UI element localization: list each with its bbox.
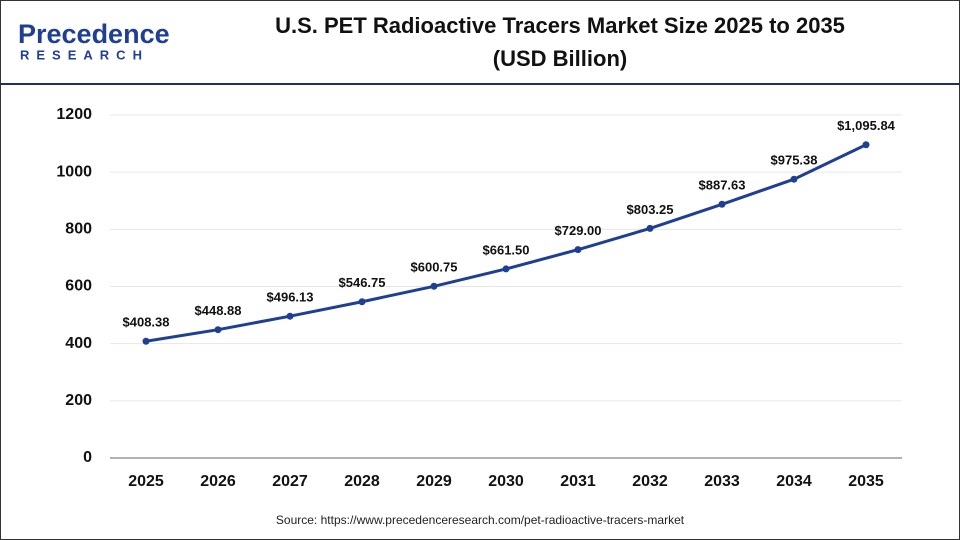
x-tick-label: 2025	[128, 473, 164, 490]
y-tick-label: 1200	[56, 106, 92, 123]
value-label: $546.75	[339, 275, 386, 290]
value-label: $975.38	[771, 153, 818, 168]
chart-title: U.S. PET Radioactive Tracers Market Size…	[275, 13, 845, 38]
point	[358, 298, 366, 306]
x-tick-label: 2031	[560, 473, 596, 490]
point	[646, 224, 654, 232]
y-tick-label: 600	[65, 278, 92, 295]
value-label: $600.75	[411, 260, 458, 275]
x-tick-label: 2033	[704, 473, 740, 490]
point	[214, 326, 222, 334]
y-tick-label: 0	[83, 449, 92, 466]
value-label: $729.00	[555, 223, 602, 238]
point	[430, 282, 438, 290]
point	[502, 265, 510, 273]
chart-subtitle: (USD Billion)	[493, 46, 627, 71]
point	[286, 312, 294, 320]
y-tick-label: 800	[65, 221, 92, 238]
point	[142, 337, 150, 345]
x-tick-label: 2030	[488, 473, 524, 490]
x-tick-label: 2027	[272, 473, 308, 490]
x-tick-label: 2035	[848, 473, 884, 490]
x-tick-label: 2026	[200, 473, 236, 490]
logo-name: Precedence	[18, 19, 170, 49]
value-label: $408.38	[123, 315, 170, 330]
value-label: $1,095.84	[837, 118, 896, 133]
y-tick-label: 400	[65, 335, 92, 352]
value-label: $448.88	[195, 303, 242, 318]
x-tick-label: 2032	[632, 473, 668, 490]
x-tick-label: 2029	[416, 473, 452, 490]
point	[862, 141, 870, 149]
logo-tagline: RESEARCH	[20, 47, 149, 62]
point	[718, 200, 726, 208]
value-label: $887.63	[699, 178, 746, 193]
value-label: $661.50	[483, 242, 530, 257]
source-note: Source: https://www.precedenceresearch.c…	[276, 513, 685, 527]
value-label: $496.13	[267, 290, 314, 305]
value-label: $803.25	[627, 202, 674, 217]
point	[790, 175, 798, 183]
x-tick-label: 2028	[344, 473, 380, 490]
y-tick-label: 200	[65, 392, 92, 409]
x-tick-label: 2034	[776, 473, 812, 490]
point	[574, 246, 582, 254]
y-tick-label: 1000	[56, 163, 92, 180]
